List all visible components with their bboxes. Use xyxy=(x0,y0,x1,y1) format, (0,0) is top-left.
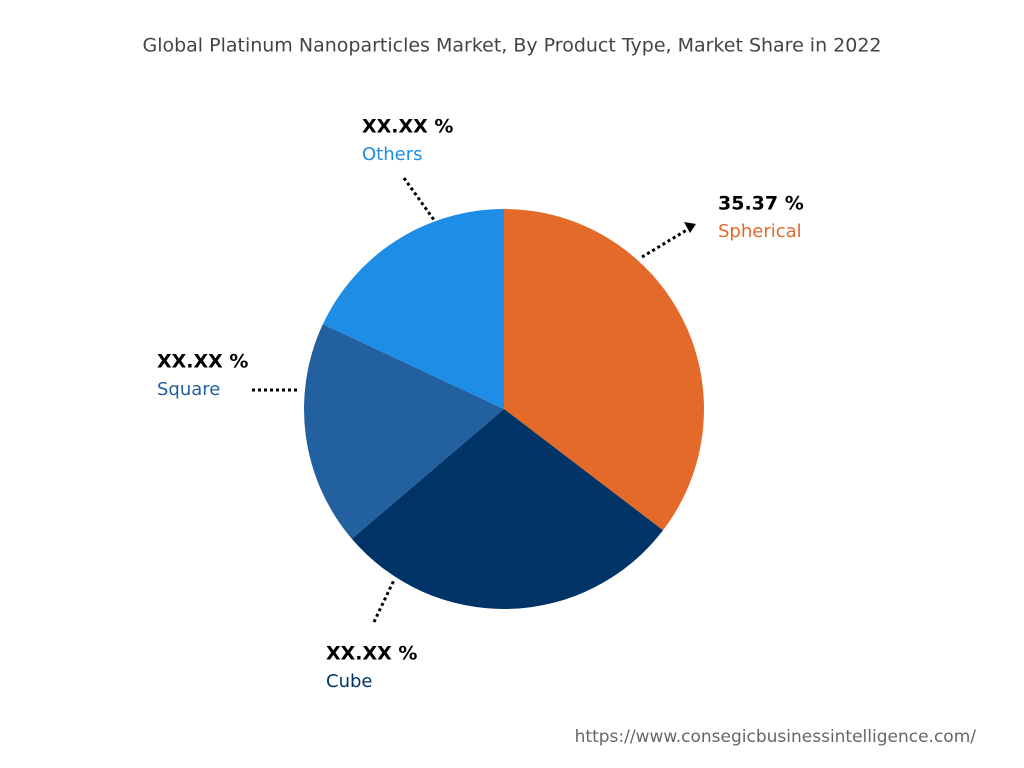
leader-line xyxy=(402,177,436,221)
value-label: XX.XX % xyxy=(362,116,453,138)
value-label: XX.XX % xyxy=(326,643,417,665)
category-label: Square xyxy=(157,379,220,400)
value-label: XX.XX % xyxy=(157,351,248,373)
chart-title: Global Platinum Nanoparticles Market, By… xyxy=(142,35,881,57)
pie-slice xyxy=(303,324,504,539)
leader-lines xyxy=(252,177,696,623)
value-label: 35.37 % xyxy=(718,193,804,215)
category-label: Spherical xyxy=(718,221,802,242)
source-url: https://www.consegicbusinessintelligence… xyxy=(575,727,977,747)
leader-line xyxy=(372,579,396,623)
pie-slice xyxy=(351,409,664,610)
category-label: Others xyxy=(362,144,423,165)
category-label: Cube xyxy=(326,671,372,692)
pie-slice xyxy=(504,209,704,531)
leader-line xyxy=(641,226,691,259)
leader-arrow xyxy=(684,222,696,233)
pie-slice xyxy=(322,209,504,409)
